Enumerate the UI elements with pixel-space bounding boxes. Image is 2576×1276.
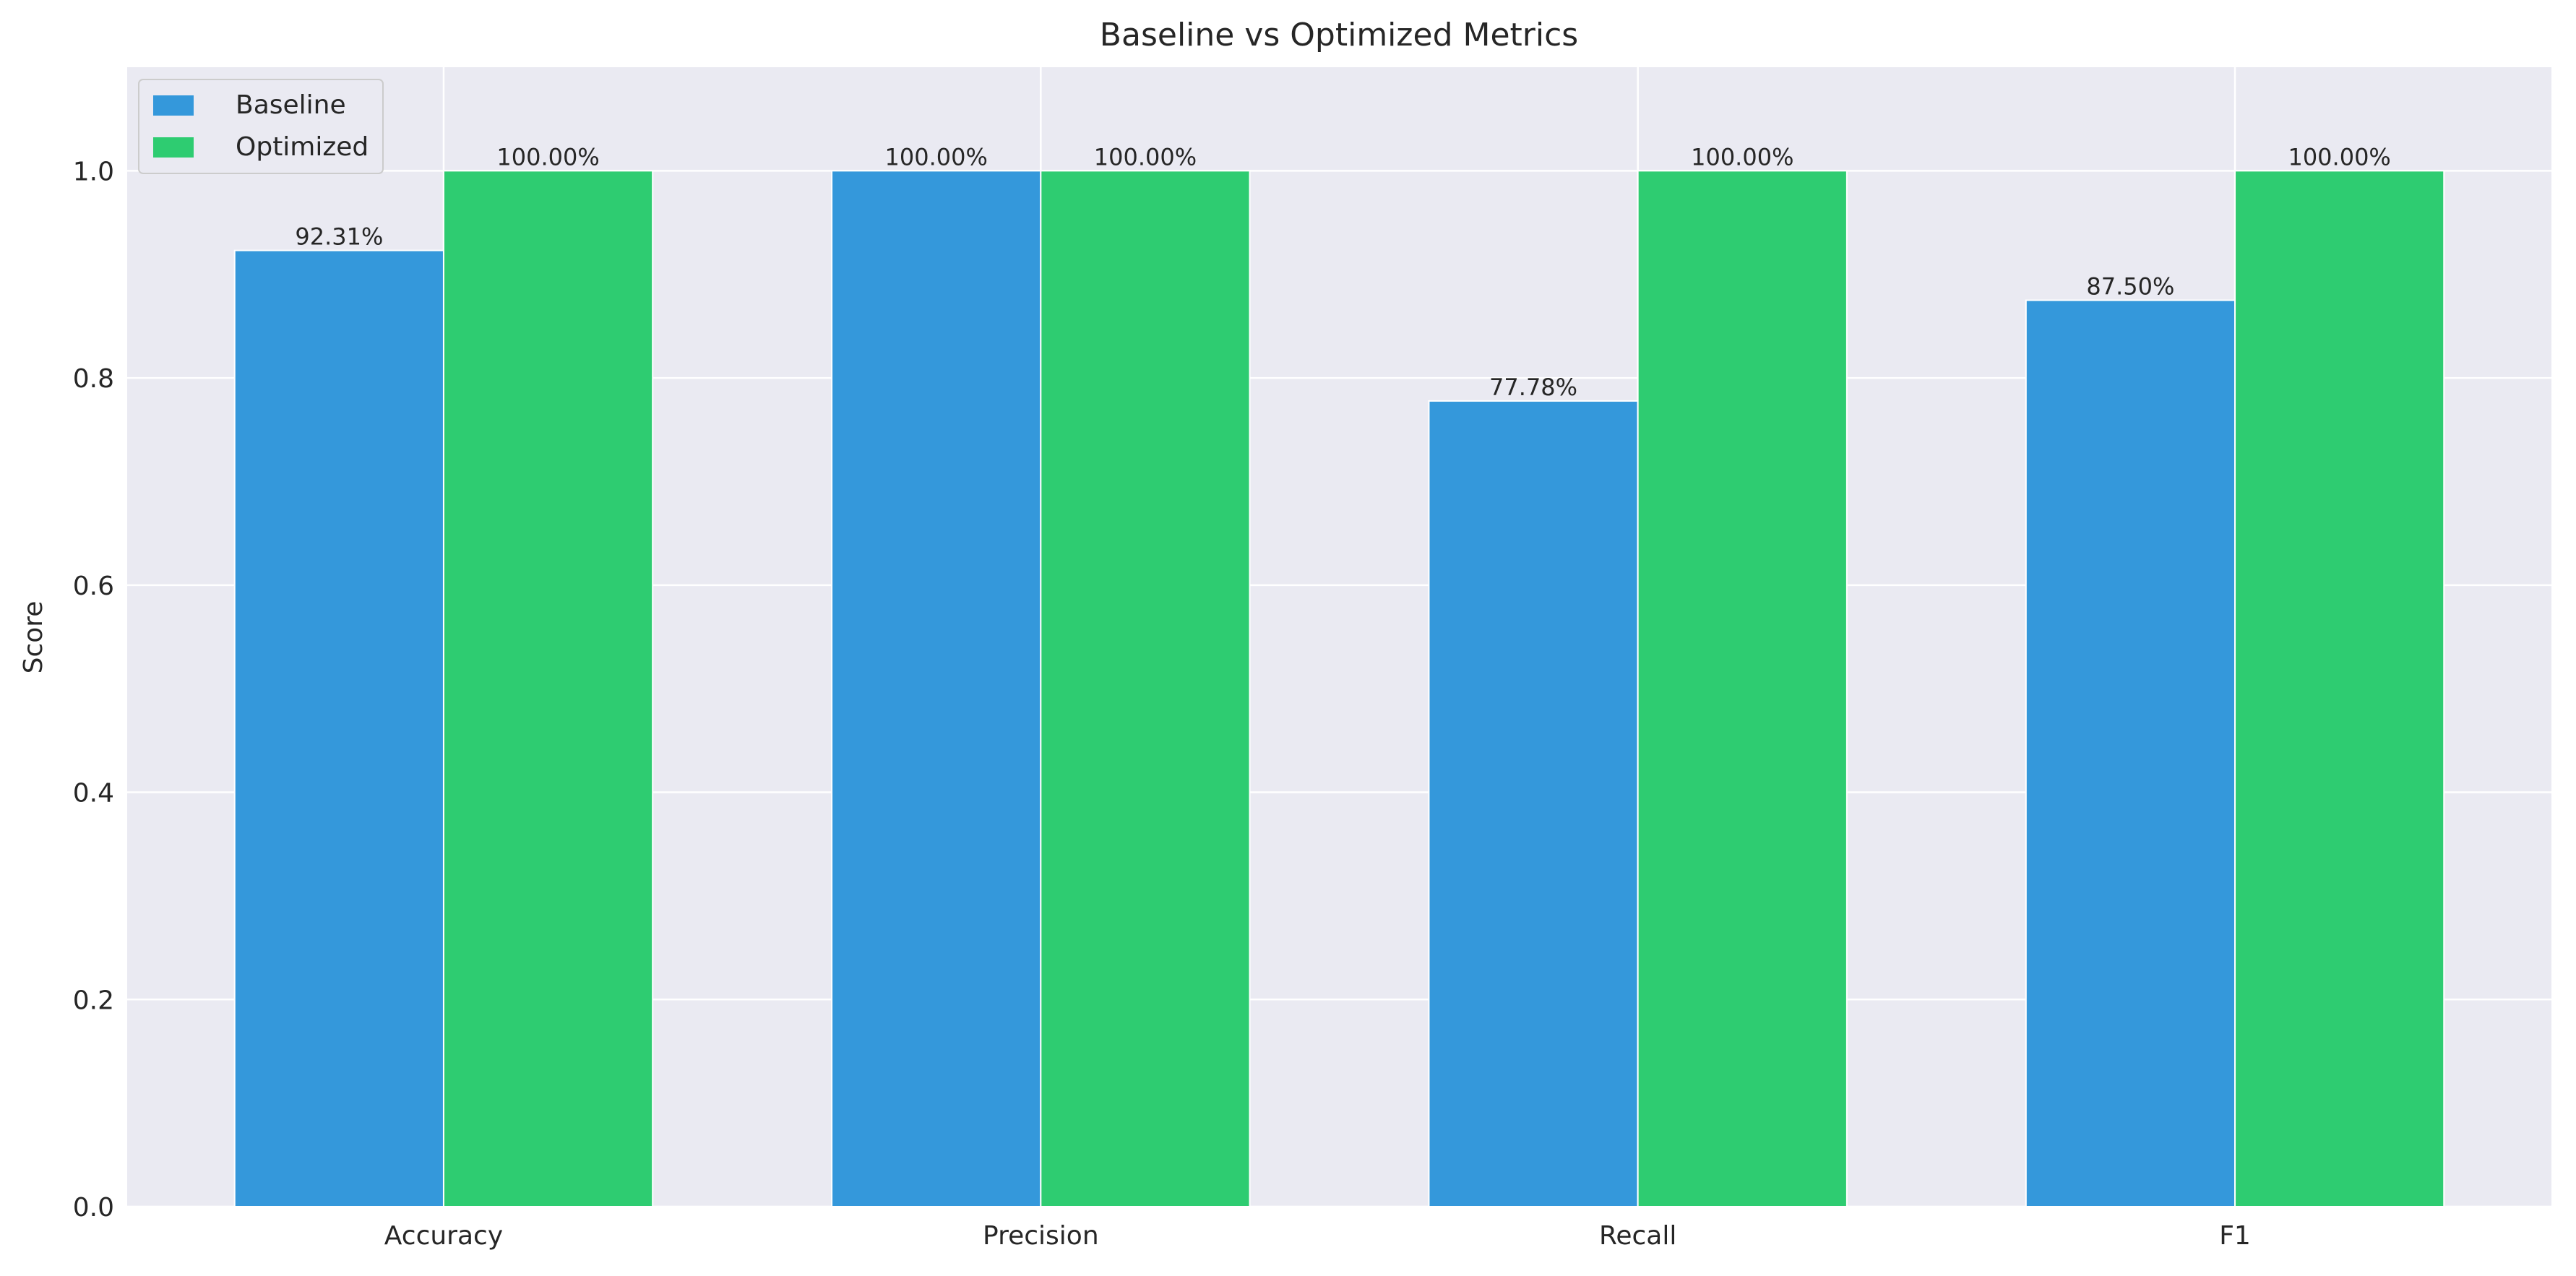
x-tick-label: Precision [983,1221,1099,1251]
bar-baseline-f1 [2025,299,2236,1207]
legend-label: Baseline [236,90,346,120]
bar-value-label: 100.00% [1691,143,1793,171]
y-tick-label: 0.8 [73,364,114,394]
bar-baseline-precision [831,170,1042,1207]
bar-optimized-accuracy [442,170,654,1207]
bar-value-labels: 92.31% 100.00% 77.78% 87.50% 100.00% 100.00% 1… [295,143,2390,401]
bar-value-label: 100.00% [2288,143,2390,171]
legend-label: Optimized [236,132,369,162]
y-tick-label: 1.0 [73,157,114,186]
x-tick-label: Recall [1599,1221,1676,1251]
legend-swatch [153,137,194,158]
chart-title: Baseline vs Optimized Metrics [1100,17,1578,53]
bar-value-label: 77.78% [1489,374,1577,401]
y-axis-ticks: 0.0 0.2 0.4 0.6 0.8 1.0 [73,157,114,1223]
bar-optimized-recall [1637,170,1848,1207]
y-tick-label: 0.0 [73,1193,114,1223]
legend-swatch [153,95,194,116]
bar-value-label: 100.00% [885,143,988,171]
bar-value-label: 92.31% [295,223,383,251]
bar-baseline-accuracy [233,249,444,1208]
bar-value-label: 87.50% [2086,273,2174,301]
bar-optimized-precision [1040,170,1251,1207]
y-tick-label: 0.4 [73,779,114,809]
y-axis-label: Score [19,601,48,674]
y-tick-label: 0.2 [73,986,114,1015]
bars [233,170,2445,1208]
bar-value-label: 100.00% [496,143,599,171]
bar-optimized-f1 [2234,170,2445,1207]
bar-baseline-recall [1428,400,1639,1208]
x-tick-label: Accuracy [384,1221,503,1251]
y-tick-label: 0.6 [73,572,114,601]
bar-value-label: 100.00% [1094,143,1197,171]
x-axis-ticks: Accuracy Precision Recall F1 [384,1221,2251,1251]
legend-box [138,79,384,174]
legend: Baseline Optimized [138,79,384,174]
x-tick-label: F1 [2219,1221,2251,1251]
